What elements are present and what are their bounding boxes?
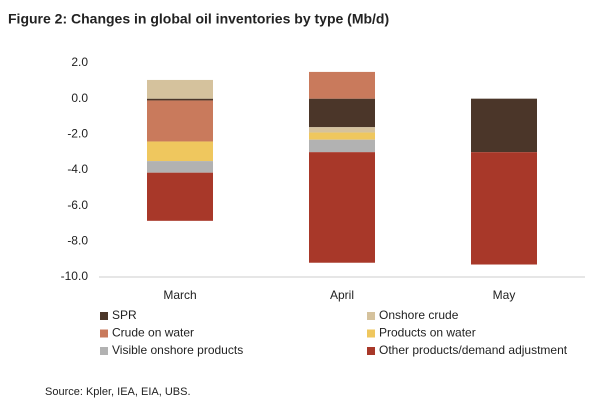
x-tick-label: April — [330, 288, 354, 302]
legend-swatch — [100, 347, 108, 355]
x-tick-label: March — [163, 288, 196, 302]
bar-segment — [471, 98, 537, 153]
legend-label: SPR — [112, 308, 137, 322]
legend-swatch — [100, 312, 108, 320]
bar-segment — [309, 127, 375, 133]
y-tick-label: 2.0 — [71, 55, 88, 69]
source-note: Source: Kpler, IEA, EIA, UBS. — [45, 386, 191, 398]
bar-segment — [471, 152, 537, 265]
bar-segment — [309, 139, 375, 153]
legend-label: Other products/demand adjustment — [379, 343, 568, 357]
bar-segment — [147, 79, 213, 99]
y-tick-label: -10.0 — [61, 269, 89, 283]
legend-swatch — [367, 329, 375, 338]
y-tick-label: -2.0 — [67, 127, 88, 141]
y-tick-label: -4.0 — [67, 162, 88, 176]
y-tick-label: -6.0 — [67, 198, 88, 212]
bar-segment — [147, 172, 213, 221]
bar-segment — [147, 161, 213, 173]
legend-label: Visible onshore products — [112, 343, 243, 357]
chart-title: Figure 2: Changes in global oil inventor… — [8, 11, 389, 27]
legend-swatch — [367, 347, 375, 355]
legend-label: Products on water — [379, 326, 476, 340]
x-tick-label: May — [493, 288, 516, 302]
legend-label: Onshore crude — [379, 308, 459, 322]
bar-segment — [147, 141, 213, 162]
bar-segment — [309, 98, 375, 128]
bar-segment — [309, 71, 375, 99]
bar-segment — [309, 132, 375, 140]
legend-swatch — [100, 329, 108, 338]
legend-swatch — [367, 312, 375, 320]
bar-segment — [309, 152, 375, 263]
bar-segment — [147, 98, 213, 101]
legend-label: Crude on water — [112, 326, 194, 340]
bar-segment — [147, 100, 213, 142]
y-tick-label: -8.0 — [67, 234, 88, 248]
y-tick-label: 0.0 — [71, 91, 88, 105]
